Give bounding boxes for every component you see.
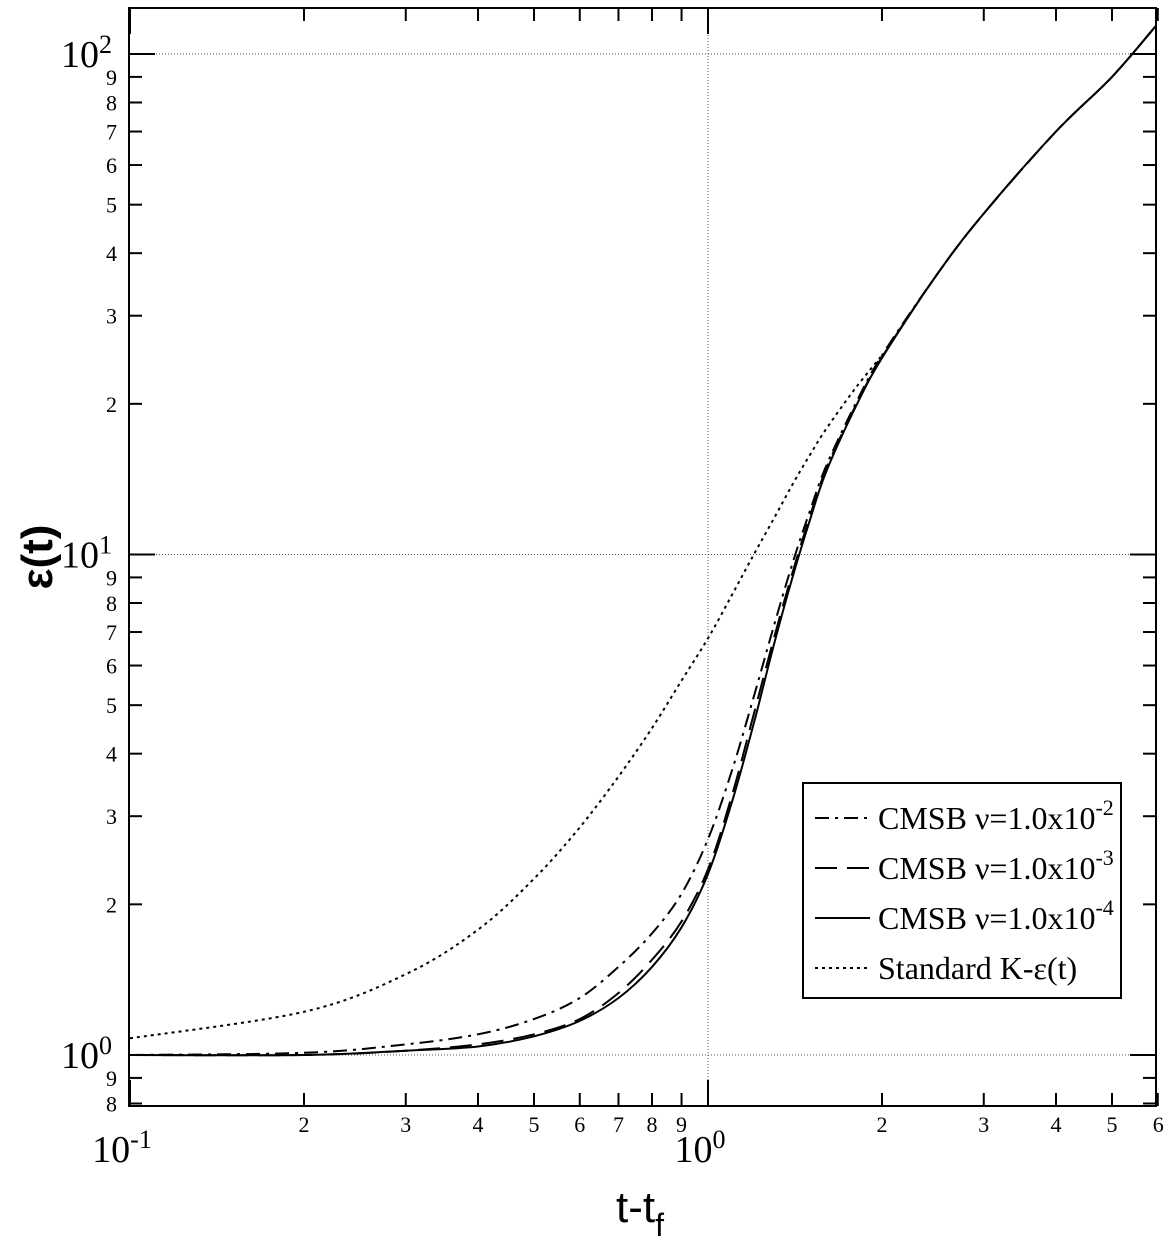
y-minor-label: 4 [106,742,117,767]
legend-label-2: CMSB ν=1.0x10-3 [878,845,1114,886]
y-minor-label: 7 [106,620,117,645]
y-minor-label: 8 [106,91,117,116]
x-minor-label: 7 [613,1112,624,1137]
x-decade-label: 100 [675,1125,726,1171]
y-minor-label: 8 [106,1092,117,1117]
y-minor-label: 2 [106,892,117,917]
x-minor-label: 4 [1050,1112,1061,1137]
series-line-4 [129,354,883,1040]
y-minor-label: 9 [106,565,117,590]
legend-label-3: CMSB ν=1.0x10-4 [878,895,1114,936]
x-axis-title-subscript: f [655,1207,664,1238]
x-minor-label: 6 [574,1112,585,1137]
plot-frame [128,7,1157,1107]
y-decade-label: 102 [61,30,112,76]
y-minor-label: 5 [106,193,117,218]
y-decade-label: 100 [61,1031,112,1077]
x-minor-label: 5 [1107,1112,1118,1137]
x-minor-label: 4 [472,1112,483,1137]
legend-label-4: Standard K-ε(t) [878,950,1077,986]
axis-ticks [129,8,1159,1106]
x-minor-label: 2 [298,1112,309,1137]
y-minor-label: 8 [106,591,117,616]
y-minor-label: 3 [106,304,117,329]
y-minor-label: 2 [106,392,117,417]
x-minor-label: 5 [529,1112,540,1137]
x-minor-label: 8 [646,1112,657,1137]
y-minor-label: 9 [106,65,117,90]
legend-label-1: CMSB ν=1.0x10-2 [878,795,1114,836]
y-minor-label: 3 [106,804,117,829]
y-minor-label: 7 [106,120,117,145]
x-decade-label: 10-1 [92,1125,152,1171]
x-minor-label: 6 [1153,1112,1164,1137]
x-minor-label: 3 [400,1112,411,1137]
y-minor-label: 6 [106,153,117,178]
y-minor-label: 4 [106,241,117,266]
legend: CMSB ν=1.0x10-2 CMSB ν=1.0x10-3 CMSB ν=1.0… [802,782,1122,999]
series-line-3 [129,24,1156,1057]
x-minor-label: 9 [676,1112,687,1137]
series-lines [129,24,1156,1057]
x-minor-label: 3 [978,1112,989,1137]
x-axis-title: t-tf [616,1183,664,1238]
y-decade-label: 101 [61,531,112,577]
x-minor-label: 2 [876,1112,887,1137]
y-minor-label: 6 [106,654,117,679]
y-minor-label: 5 [106,693,117,718]
y-axis-title: ε(t) [13,525,62,590]
y-minor-label: 9 [106,1066,117,1091]
